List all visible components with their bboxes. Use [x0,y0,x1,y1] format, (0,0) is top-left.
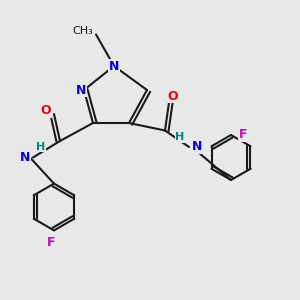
Text: F: F [238,128,247,142]
Text: N: N [20,151,30,164]
Text: O: O [167,89,178,103]
Text: N: N [109,59,119,73]
Text: CH₃: CH₃ [72,26,93,37]
Text: F: F [47,236,55,249]
Text: O: O [40,104,51,118]
Text: N: N [76,83,86,97]
Text: H: H [36,142,45,152]
Text: H: H [175,133,184,142]
Text: N: N [192,140,202,154]
